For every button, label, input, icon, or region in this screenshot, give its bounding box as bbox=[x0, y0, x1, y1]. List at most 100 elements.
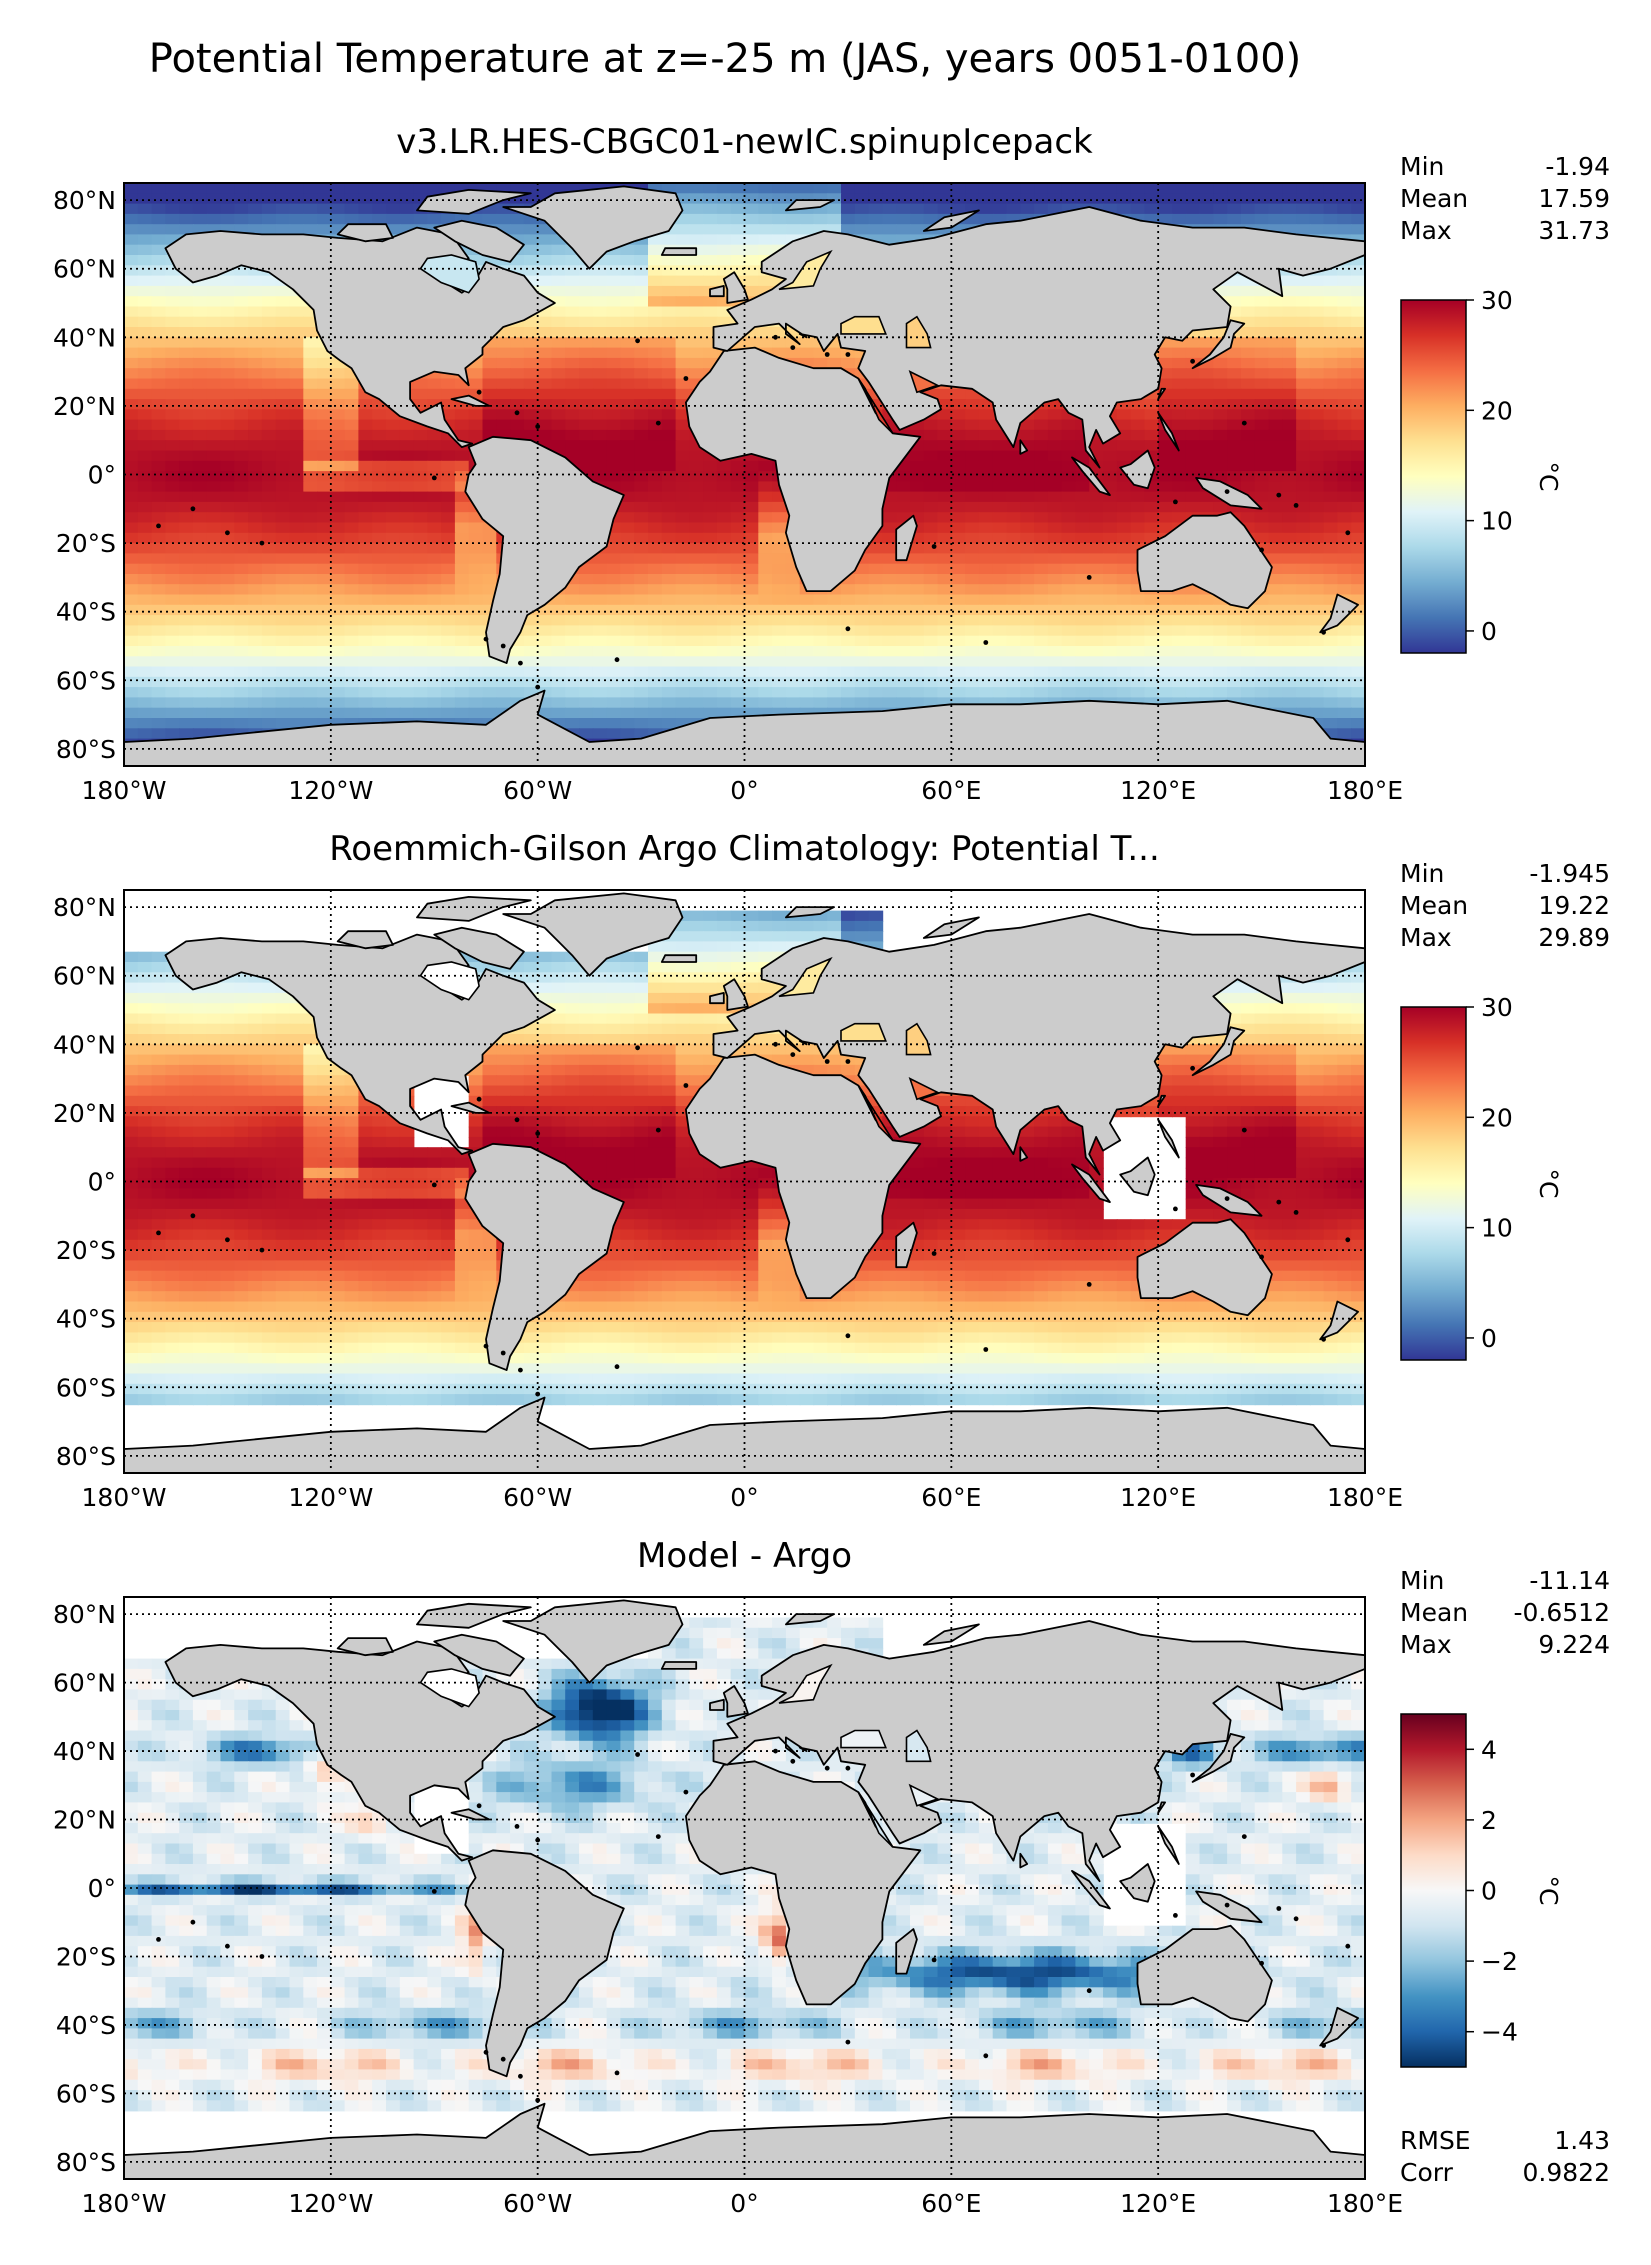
field-cell bbox=[468, 563, 484, 575]
field-cell bbox=[261, 676, 277, 688]
field-cell bbox=[634, 306, 649, 318]
field-cell bbox=[192, 193, 208, 205]
field-cell bbox=[951, 193, 966, 205]
field-cell bbox=[992, 450, 1008, 462]
field-cell bbox=[620, 718, 635, 730]
field-cell bbox=[854, 584, 870, 596]
field-cell bbox=[1337, 347, 1352, 359]
field-cell bbox=[441, 532, 456, 544]
field-cell bbox=[1144, 481, 1159, 493]
field-cell bbox=[730, 193, 746, 205]
field-cell bbox=[303, 316, 318, 328]
field-cell bbox=[634, 625, 649, 637]
field-cell bbox=[592, 316, 608, 328]
field-cell bbox=[965, 563, 980, 575]
field-cell bbox=[772, 676, 787, 688]
field-cell bbox=[1309, 532, 1325, 544]
field-cell bbox=[620, 429, 635, 441]
field-cell bbox=[413, 460, 429, 472]
field-cell bbox=[179, 501, 194, 513]
field-cell bbox=[703, 183, 718, 195]
field-cell bbox=[1337, 460, 1352, 472]
field-cell bbox=[1199, 491, 1215, 503]
field-cell bbox=[1309, 687, 1325, 699]
field-cell bbox=[206, 193, 222, 205]
field-cell bbox=[124, 532, 139, 544]
field-cell bbox=[1282, 368, 1297, 380]
field-cell bbox=[248, 368, 263, 380]
field-cell bbox=[468, 512, 484, 524]
field-cell bbox=[634, 409, 649, 421]
field-cell bbox=[1268, 327, 1284, 339]
field-cell bbox=[303, 666, 318, 678]
field-cell bbox=[620, 285, 635, 297]
field-cell bbox=[289, 378, 305, 390]
field-cell bbox=[730, 224, 746, 236]
field-cell bbox=[1172, 440, 1187, 452]
field-cell bbox=[841, 203, 856, 215]
field-cell bbox=[427, 450, 442, 462]
field-cell bbox=[165, 563, 180, 575]
field-cell bbox=[206, 429, 222, 441]
field-cell bbox=[261, 481, 277, 493]
field-cell bbox=[303, 574, 318, 586]
field-cell bbox=[1282, 687, 1297, 699]
field-cell bbox=[1323, 676, 1339, 688]
field-cell bbox=[675, 604, 691, 616]
field-cell bbox=[165, 368, 180, 380]
field-cell bbox=[1282, 532, 1297, 544]
field-cell bbox=[330, 419, 346, 431]
field-cell bbox=[248, 224, 263, 236]
field-cell bbox=[192, 666, 208, 678]
field-cell bbox=[1323, 213, 1339, 225]
field-cell bbox=[427, 707, 442, 719]
field-cell bbox=[882, 625, 897, 637]
field-cell bbox=[1034, 522, 1049, 534]
field-cell bbox=[1282, 409, 1297, 421]
field-cell bbox=[523, 347, 539, 359]
field-cell bbox=[234, 460, 249, 472]
field-cell bbox=[454, 512, 470, 524]
field-cell bbox=[468, 646, 484, 658]
field-cell bbox=[275, 337, 291, 349]
field-cell bbox=[744, 460, 760, 472]
field-cell bbox=[896, 594, 911, 606]
field-cell bbox=[234, 543, 249, 555]
field-cell bbox=[1337, 574, 1352, 586]
field-cell bbox=[882, 213, 897, 225]
field-cell bbox=[330, 491, 346, 503]
field-cell bbox=[275, 316, 291, 328]
field-cell bbox=[523, 409, 539, 421]
field-cell bbox=[1351, 285, 1365, 297]
field-cell bbox=[1337, 501, 1352, 513]
field-cell bbox=[758, 213, 773, 225]
field-cell bbox=[1047, 656, 1063, 668]
field-cell bbox=[192, 316, 208, 328]
field-cell bbox=[551, 656, 567, 668]
field-cell bbox=[303, 481, 318, 493]
field-cell bbox=[648, 399, 663, 411]
field-cell bbox=[923, 450, 939, 462]
field-cell bbox=[661, 357, 677, 369]
field-cell bbox=[1075, 532, 1090, 544]
field-cell bbox=[179, 491, 194, 503]
field-cell bbox=[124, 203, 139, 215]
field-cell bbox=[992, 471, 1008, 483]
field-cell bbox=[854, 594, 870, 606]
field-cell bbox=[523, 419, 539, 431]
field-cell bbox=[261, 306, 277, 318]
field-cell bbox=[592, 646, 608, 658]
field-cell bbox=[965, 450, 980, 462]
field-cell bbox=[1158, 440, 1173, 452]
field-cell bbox=[634, 265, 649, 277]
field-cell bbox=[1323, 635, 1339, 647]
field-cell bbox=[165, 378, 180, 390]
field-cell bbox=[1296, 285, 1311, 297]
field-cell bbox=[1213, 357, 1228, 369]
field-cell bbox=[179, 718, 194, 730]
field-cell bbox=[813, 357, 828, 369]
field-cell bbox=[248, 491, 263, 503]
field-cell bbox=[537, 615, 553, 627]
field-cell bbox=[1158, 604, 1173, 616]
field-cell bbox=[634, 707, 649, 719]
